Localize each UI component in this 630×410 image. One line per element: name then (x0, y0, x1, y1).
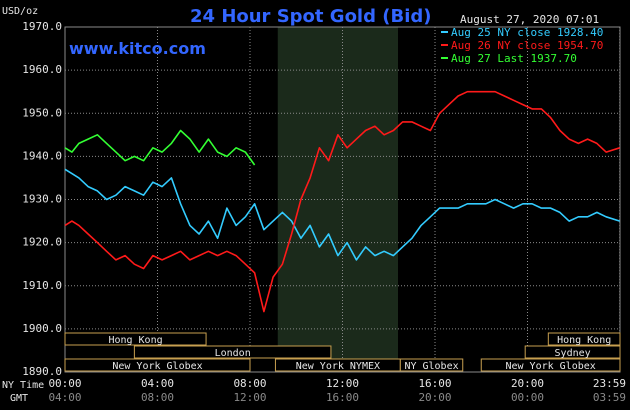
y-tick-label: 1930.0 (22, 193, 62, 206)
x-tick-label-ny: 16:00 (418, 377, 451, 390)
series-line-3 (64, 129, 256, 166)
session-band-label: New York NYMEX (296, 361, 380, 372)
session-band (399, 358, 464, 372)
session-band-label: New York Globex (112, 361, 202, 372)
session-bands: Hong Kong Hong Kong London Sydney New York G… (64, 332, 621, 372)
x-tick-label-gmt: 20:00 (418, 391, 451, 404)
x-tick-label-gmt: 08:00 (141, 391, 174, 404)
x-tick-label-gmt: 04:00 (48, 391, 81, 404)
x-tick-label-ny: 20:00 (511, 377, 544, 390)
session-band (133, 345, 332, 359)
y-tick-label: 1920.0 (22, 236, 62, 249)
x-tick-label-gmt: 00:00 (511, 391, 544, 404)
x-tick-label-ny: 08:00 (233, 377, 266, 390)
x-axis-ticks: 00:00 04:00 08:00 12:00 16:00 20:00 23:5904:00… (48, 377, 626, 404)
y-tick-label: 1900.0 (22, 322, 62, 335)
legend-entry: Aug 25 NY close 1928.40 (451, 26, 603, 39)
series-line-1 (64, 168, 621, 261)
y-tick-label: 1940.0 (22, 149, 62, 162)
x-tick-label-gmt: 16:00 (326, 391, 359, 404)
y-tick-label: 1970.0 (22, 20, 62, 33)
y-tick-label: 1950.0 (22, 106, 62, 119)
shaded-session (277, 27, 398, 372)
date-label: August 27, 2020 07:01 (460, 13, 599, 26)
site-watermark: www.kitco.com (69, 39, 206, 58)
session-band-label: Hong Kong (557, 335, 611, 346)
session-band (480, 358, 621, 372)
shaded-region (277, 27, 398, 372)
session-band (547, 332, 621, 346)
y-tick-label: 1960.0 (22, 63, 62, 76)
series-lines (64, 90, 621, 313)
legend-entry: Aug 26 NY close 1954.70 (451, 39, 603, 52)
series-line-2 (64, 90, 621, 313)
y-axis-ticks: 1970.0 1960.0 1950.0 1940.0 1930.0 1920.0 1910… (22, 20, 62, 378)
session-band (524, 345, 621, 359)
x-tick-label-ny: 12:00 (326, 377, 359, 390)
y-tick-label: 1910.0 (22, 279, 62, 292)
session-band-label: New York Globex (505, 361, 595, 372)
session-band-label: Sydney (555, 348, 591, 359)
unit-label: USD/oz (2, 6, 38, 17)
session-band-label: London (215, 348, 251, 359)
x-tick-label-gmt: 12:00 (233, 391, 266, 404)
session-band (64, 358, 251, 372)
x-tick-label-ny: 00:00 (48, 377, 81, 390)
grid (64, 26, 621, 373)
session-band-label: NY Globex (404, 361, 458, 372)
chart-title: 24 Hour Spot Gold (Bid) (190, 6, 431, 27)
x-label-ny: NY Time (2, 380, 44, 391)
x-tick-label-ny: 23:59 (593, 377, 626, 390)
x-tick-label-gmt: 03:59 (593, 391, 626, 404)
y-tick-label: 1890.0 (22, 365, 62, 378)
session-band-label: Hong Kong (108, 335, 162, 346)
plot-border (64, 26, 621, 373)
x-label-gmt: GMT (10, 393, 28, 404)
legend-entry: Aug 27 Last 1937.70 (451, 52, 577, 65)
x-tick-label-ny: 04:00 (141, 377, 174, 390)
session-band (64, 332, 207, 346)
